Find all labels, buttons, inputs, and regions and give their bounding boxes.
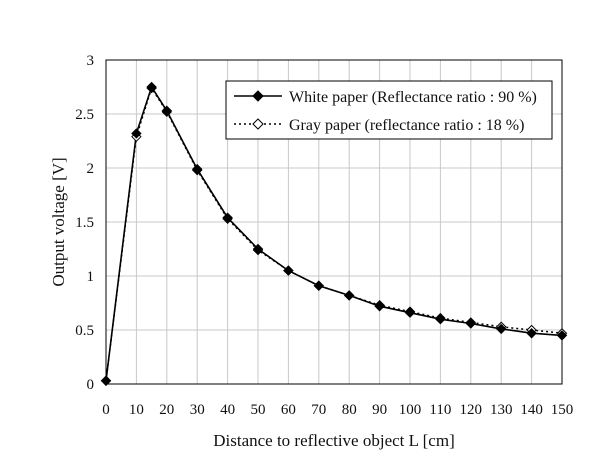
- x-tick-label: 70: [311, 402, 326, 418]
- y-tick-label: 1.5: [75, 215, 94, 231]
- y-tick-label: 0: [87, 377, 95, 393]
- y-tick-labels: 0 0.5 1 1.5 2 2.5 3: [75, 53, 94, 393]
- series: [100, 81, 568, 386]
- x-tick-label: 90: [372, 402, 387, 418]
- x-tick-labels: 0 10 20 30 40 50 60 70 80 90 100 110 120 130 140 150: [102, 402, 573, 418]
- y-tick-label: 2.5: [75, 107, 94, 123]
- data-point-white-paper: [404, 307, 416, 318]
- data-point-white-paper: [343, 290, 355, 301]
- x-tick-label: 110: [429, 402, 451, 418]
- data-point-white-paper: [556, 330, 568, 341]
- x-tick-label: 10: [129, 402, 144, 418]
- y-tick-label: 3: [87, 53, 95, 69]
- x-tick-label: 140: [520, 402, 543, 418]
- x-tick-label: 20: [159, 402, 174, 418]
- x-tick-label: 100: [399, 402, 422, 418]
- y-tick-label: 1: [87, 269, 95, 285]
- data-point-white-paper: [100, 375, 112, 386]
- x-axis-label: Distance to reflective object L [cm]: [213, 431, 455, 450]
- x-tick-label: 60: [281, 402, 296, 418]
- data-point-white-paper: [495, 323, 507, 335]
- data-point-white-paper: [161, 105, 173, 116]
- data-point-white-paper: [374, 301, 385, 312]
- plot-frame: [105, 59, 563, 385]
- legend-label-white-paper: White paper (Reflectance ratio : 90 %): [289, 89, 537, 106]
- x-tick-label: 0: [102, 402, 110, 418]
- y-tick-label: 0.5: [75, 323, 94, 339]
- x-tick-label: 30: [190, 402, 205, 418]
- data-point-white-paper: [465, 318, 477, 329]
- data-point-white-paper: [283, 265, 294, 276]
- data-point-white-paper: [435, 313, 446, 325]
- axes: [105, 59, 563, 385]
- x-tick-label: 40: [220, 402, 235, 418]
- legend-marker-white-paper: [252, 90, 264, 102]
- x-tick-label: 120: [460, 402, 483, 418]
- data-point-white-paper: [131, 128, 142, 139]
- data-point-white-paper: [526, 328, 537, 339]
- data-point-white-paper: [222, 212, 233, 223]
- legend-label-gray-paper: Gray paper (reflectance ratio : 18 %): [289, 117, 524, 134]
- y-tick-label: 2: [87, 161, 95, 177]
- x-tick-label: 80: [342, 402, 357, 418]
- x-tick-label: 150: [551, 402, 574, 418]
- data-point-white-paper: [146, 81, 157, 93]
- data-point-white-paper: [191, 163, 203, 175]
- legend: White paper (Reflectance ratio : 90 %) G…: [225, 80, 553, 140]
- x-tick-label: 130: [490, 402, 513, 418]
- x-tick-label: 50: [251, 402, 266, 418]
- legend-box: [225, 80, 553, 140]
- data-point-white-paper: [252, 243, 264, 255]
- legend-marker-gray-paper: [252, 118, 264, 130]
- data-point-white-paper: [313, 280, 325, 291]
- y-axis-label: Output voltage [V]: [49, 157, 68, 286]
